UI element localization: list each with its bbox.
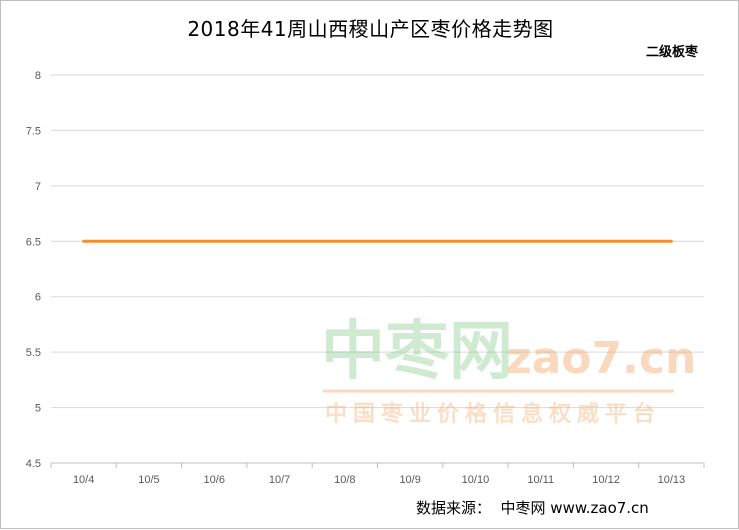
x-tick-label: 10/10 xyxy=(462,474,490,486)
x-tick-label: 10/12 xyxy=(592,474,620,486)
y-tick-label: 7.5 xyxy=(26,125,41,137)
x-tick-label: 10/6 xyxy=(204,474,225,486)
watermark-url: zao7.cn xyxy=(506,333,696,384)
x-tick-label: 10/13 xyxy=(658,474,686,486)
y-tick-label: 6.5 xyxy=(26,236,41,248)
watermark: 中枣网 zao7.cn 中国枣业价格信息权威平台 xyxy=(321,315,696,427)
watermark-main: 中枣网 xyxy=(321,315,513,389)
y-tick-label: 5 xyxy=(35,403,41,415)
y-tick-label: 7 xyxy=(35,181,41,193)
x-tick-label: 10/9 xyxy=(399,474,420,486)
x-tick-label: 10/11 xyxy=(527,474,554,486)
x-tick-label: 10/5 xyxy=(138,474,159,486)
y-tick-label: 5.5 xyxy=(26,347,41,359)
data-source: 数据来源： 中枣网 www.zao7.cn xyxy=(416,497,649,518)
x-tick-label: 10/8 xyxy=(334,474,355,486)
x-tick-label: 10/7 xyxy=(269,474,290,486)
x-tick-label: 10/4 xyxy=(73,474,94,486)
y-tick-label: 6 xyxy=(35,292,41,304)
y-tick-label: 8 xyxy=(35,70,41,82)
watermark-sub: 中国枣业价格信息权威平台 xyxy=(325,401,661,427)
y-tick-label: 4.5 xyxy=(26,458,41,470)
